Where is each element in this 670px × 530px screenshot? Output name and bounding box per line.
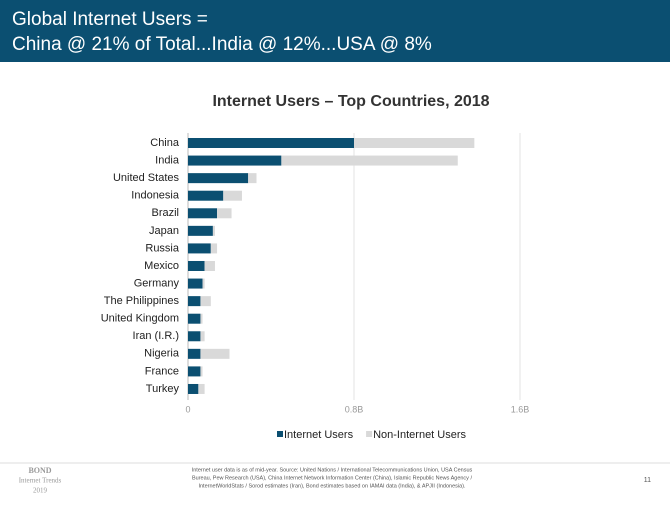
logo: BOND [28, 466, 51, 475]
bar-segment [188, 138, 354, 148]
bar-segment [188, 313, 201, 324]
bar-segment [188, 225, 213, 236]
y-tick-label: Turkey [146, 383, 180, 395]
header-band [0, 0, 670, 62]
y-tick-label: United States [113, 172, 180, 184]
bar-segment [210, 243, 218, 254]
bar-segment [188, 331, 201, 342]
y-tick-label: United Kingdom [101, 313, 179, 325]
footnote: Bureau, Pew Research (USA), China Intern… [192, 475, 472, 481]
footnote: Internet user data is as of mid-year. So… [192, 467, 473, 473]
bar-segment [354, 138, 475, 148]
y-tick-label: Indonesia [131, 190, 180, 202]
bar-segment [200, 331, 205, 342]
bar-segment [200, 366, 203, 377]
bar-segment [223, 190, 242, 201]
y-tick-label: Japan [149, 225, 179, 237]
page-number: 11 [644, 477, 651, 484]
bar-segment [188, 208, 218, 219]
header-title: China @ 21% of Total...India @ 12%...USA… [12, 34, 432, 55]
header-title: Global Internet Users = [12, 9, 208, 30]
bar-segment [198, 383, 205, 394]
y-tick-label: Germany [134, 277, 180, 289]
footnote: InternetWorldStats / Sorod estimates (Ir… [198, 483, 466, 489]
legend-label: Non-Internet Users [373, 429, 466, 441]
y-tick-label: China [150, 137, 180, 149]
bar-segment [188, 366, 201, 377]
bar-segment [200, 296, 211, 307]
bar-segment [188, 243, 211, 254]
bar-segment [188, 260, 205, 271]
legend-swatch [366, 431, 373, 437]
legend-swatch [277, 431, 283, 437]
chart-title: Internet Users – Top Countries, 2018 [212, 93, 489, 110]
logo: Internet Trends [19, 477, 62, 485]
bar-segment [200, 313, 203, 324]
bar-segment [188, 190, 224, 201]
x-tick-label: 0 [185, 404, 190, 414]
y-tick-label: India [155, 154, 180, 166]
bar-segment [204, 260, 215, 271]
bar-segment [188, 155, 282, 166]
logo: 2019 [33, 487, 48, 495]
bar-segment [212, 225, 215, 236]
y-tick-label: Brazil [151, 207, 179, 219]
legend-label: Internet Users [284, 429, 354, 441]
x-tick-label: 1.6B [511, 404, 530, 414]
bar-segment [188, 278, 203, 289]
bar-segment [217, 208, 232, 219]
y-tick-label: Mexico [144, 260, 179, 272]
bar-segment [188, 296, 201, 307]
y-tick-label: Russia [145, 242, 180, 254]
bar-segment [202, 278, 205, 289]
y-tick-label: France [145, 365, 179, 377]
y-tick-label: Nigeria [144, 348, 180, 360]
x-tick-label: 0.8B [345, 404, 364, 414]
bar-segment [281, 155, 458, 166]
y-tick-label: The Philippines [104, 295, 180, 307]
bar-segment [188, 383, 199, 394]
bar-segment [248, 173, 257, 184]
y-tick-label: Iran (I.R.) [133, 330, 179, 342]
bar-segment [188, 348, 201, 359]
bar-segment [200, 348, 230, 359]
bar-segment [188, 173, 249, 184]
